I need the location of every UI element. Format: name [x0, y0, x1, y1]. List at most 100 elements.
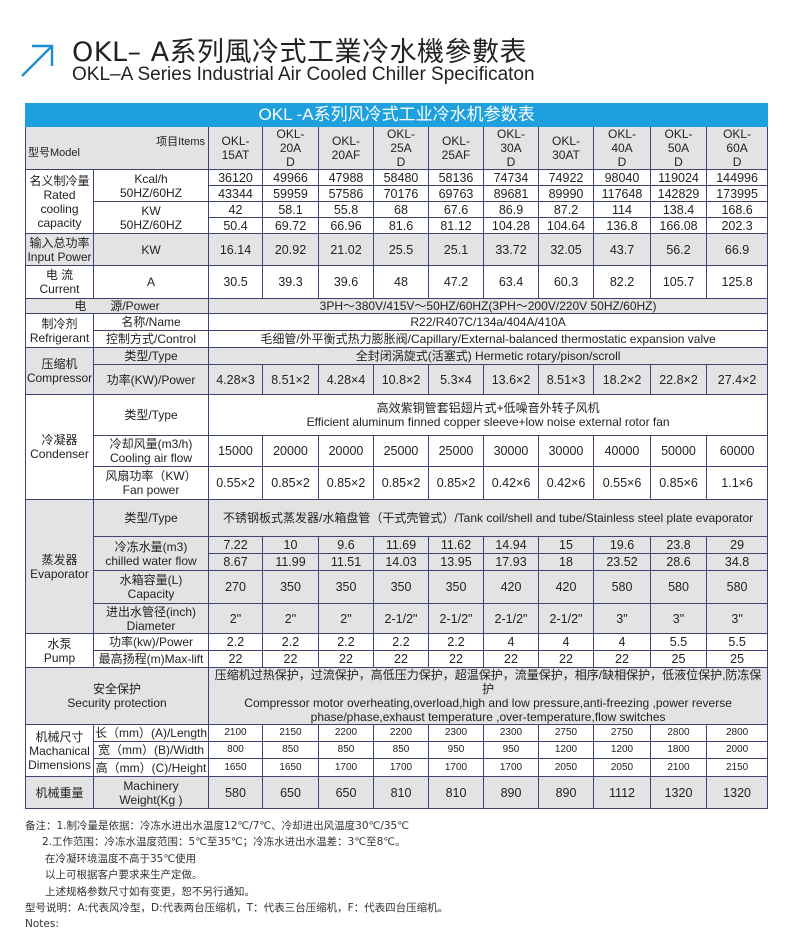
value-cell: 270 [208, 570, 263, 604]
value-cell: 2-1/2" [483, 603, 539, 634]
table-row: 控制方式/Control 毛细管/外平衡式热力膨胀阀/Capillary/Exte… [26, 330, 769, 348]
value-cell: 3" [593, 603, 651, 634]
value-cell: 2750 [593, 724, 651, 742]
value-cell: 3" [705, 603, 769, 634]
table-cell: 进出水管径(inch) Diameter [93, 603, 209, 634]
value-cell: 2" [262, 603, 319, 634]
value-cell: 580 [705, 570, 769, 604]
value-cell: 350 [428, 570, 484, 604]
value-cell: 2.2 [318, 633, 374, 651]
model-name: OKL-20AF [331, 134, 361, 162]
value-cell: 0.42×6 [483, 466, 539, 500]
value-cell: 82.2 [593, 265, 651, 299]
table-cell: 冷凝器 Condenser [25, 394, 94, 500]
value-cell: 55.8 [318, 201, 374, 218]
value-cell: 173995 [705, 185, 769, 202]
value-cell: 2.2 [208, 633, 263, 651]
value-cell: 1650 [208, 758, 263, 777]
table-cell: 制冷剂 Refrigerant [25, 313, 94, 348]
value-cell: 350 [373, 570, 429, 604]
notes: 备注：1.制冷量是依据：冷冻水进出水温度12℃/7℃、冷却进出风温度30℃/35… [25, 818, 448, 933]
arrow-up-right-icon [21, 44, 54, 77]
value-cell: 60.3 [538, 265, 594, 299]
table-cell: 全封闭涡旋式(活塞式) Hermetic rotary/pison/scroll [207, 347, 769, 365]
table-cell: 功率(KW)/Power [93, 364, 209, 395]
value-cell: 1112 [593, 776, 651, 809]
table-cell: 宽（mm）(B)/Width [93, 741, 209, 759]
value-cell: 89990 [538, 185, 594, 202]
value-cell: 104.64 [538, 217, 594, 234]
value-cell: 58480 [373, 169, 429, 186]
value-cell: 125.8 [705, 265, 769, 299]
value-cell: 350 [318, 570, 374, 604]
table-row: 水箱容量(L) Capacity 270 350 350 350 350 420 420 580… [26, 570, 769, 604]
value-cell: 67.6 [428, 201, 484, 218]
table-row: 水泵 Pump 功率(kw)/Power 2.2 2.2 2.2 2.2 2.2 4 4 4 5.5… [25, 633, 769, 668]
value-cell: 2150 [262, 724, 319, 742]
value-cell: 49966 [262, 169, 319, 186]
model-header: OKL-20AF [318, 126, 374, 170]
value-cell: 890 [483, 776, 539, 809]
table-cell: Kcal/h 50HZ/60HZ [93, 169, 209, 202]
table-row: 压缩机 Compressor 类型/Type 全封闭涡旋式(活塞式) Hermeti… [25, 347, 769, 395]
table-row: 电 流 Current A 30.5 39.3 39.6 48 47.2 63.4 60.3 82… [25, 265, 769, 299]
value-cell: 17.93 [483, 553, 539, 571]
value-cell: 21.02 [318, 233, 374, 266]
value-cell: 0.42×6 [538, 466, 594, 500]
value-cell: 800 [208, 741, 263, 759]
value-cell: 14.94 [483, 536, 539, 554]
value-cell: 43344 [208, 185, 263, 202]
items-label: 项目Items [156, 136, 205, 148]
value-cell: 25 [705, 650, 769, 668]
value-cell: 25000 [428, 435, 484, 467]
value-cell: 138.4 [650, 201, 707, 218]
value-cell: 59959 [262, 185, 319, 202]
table-cell: 名义制冷量 Rated cooling capacity [25, 169, 94, 234]
value-cell: 22 [262, 650, 319, 668]
table-row: 冷却风量(m3/h) Cooling air flow 15000 20000 200… [26, 435, 769, 467]
model-header: OKL-30AD [483, 126, 539, 170]
table-cell: 不锈钢板式蒸发器/水箱盘管（干式壳管式）/Tank coil/shell and… [207, 499, 769, 537]
value-cell: 10.8×2 [373, 364, 429, 395]
table-cell: 控制方式/Control [93, 330, 209, 348]
value-cell: 4 [538, 633, 594, 651]
table-row: 8.67 11.99 11.51 14.03 13.95 17.93 18 23.52 28.6… [26, 553, 769, 571]
value-cell: 5.5 [705, 633, 769, 651]
value-cell: 950 [428, 741, 484, 759]
value-cell: 1320 [650, 776, 707, 809]
page-subtitle: OKL–A Series Industrial Air Cooled Chill… [72, 64, 535, 85]
value-cell: 0.55×6 [593, 466, 651, 500]
value-cell: 47.2 [428, 265, 484, 299]
value-cell: 25.5 [373, 233, 429, 266]
value-cell: 2" [318, 603, 374, 634]
model-header: OKL-60AD [705, 126, 769, 170]
table-cell: 冷却风量(m3/h) Cooling air flow [93, 435, 209, 467]
value-cell: 1200 [538, 741, 594, 759]
table-cell: 电 流 Current [25, 265, 94, 299]
value-cell: 11.51 [318, 553, 374, 571]
model-header: OKL-30AT [538, 126, 594, 170]
table-cell: 长（mm）(A)/Length [93, 724, 209, 742]
table-row: 冷凝器 Condenser 类型/Type 高效紫铜管套铝翅片式+低噪音外转子风机 … [25, 394, 769, 500]
value-cell: 81.12 [428, 217, 484, 234]
value-cell: 166.08 [650, 217, 707, 234]
value-cell: 420 [538, 570, 594, 604]
value-cell: 50.4 [208, 217, 263, 234]
value-cell: 2200 [318, 724, 374, 742]
note-line: 在冷凝环境温度不高于35℃使用 [45, 852, 197, 865]
value-cell: 10 [262, 536, 319, 554]
value-cell: 0.55×2 [208, 466, 263, 500]
model-header: OKL-25AD [373, 126, 429, 170]
value-cell: 22 [538, 650, 594, 668]
page-title: OKL– A系列風冷式工業冷水機參數表 [72, 37, 528, 68]
value-cell: 580 [208, 776, 263, 809]
model-name: OKL-20AD [276, 127, 305, 169]
value-cell: 25000 [373, 435, 429, 467]
table-cell: 水泵 Pump [25, 633, 94, 668]
table-cell: 高（mm）(C)/Height [93, 758, 209, 777]
model-name: OKL-50AD [664, 127, 693, 169]
value-cell: 63.4 [483, 265, 539, 299]
note-line: 2.工作范围：冷冻水温度范围：5℃至35℃；冷冻水进出水温差：3℃至8℃。 [42, 836, 406, 849]
value-cell: 2.2 [428, 633, 484, 651]
value-cell: 7.22 [208, 536, 263, 554]
